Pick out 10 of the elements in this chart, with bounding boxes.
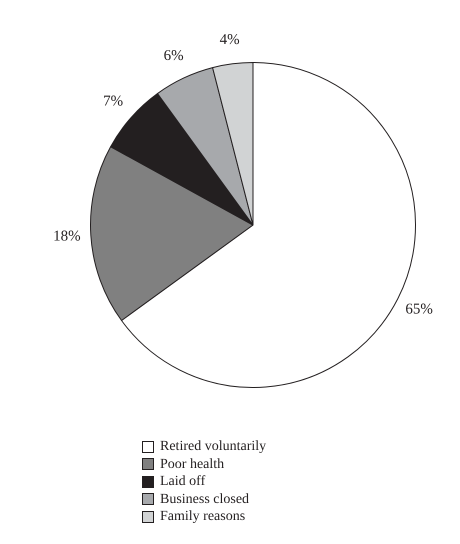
- data-label: 6%: [164, 48, 184, 64]
- legend-label: Business closed: [160, 490, 250, 508]
- data-label: 65%: [405, 302, 433, 318]
- legend-label: Family reasons: [160, 508, 246, 526]
- data-label: 4%: [220, 32, 240, 48]
- legend-label: Retired voluntarily: [160, 438, 266, 456]
- legend-label: Poor health: [160, 456, 224, 473]
- legend-label: Laid off: [160, 473, 206, 490]
- data-label: 18%: [53, 228, 81, 245]
- data-label: 7%: [103, 94, 124, 110]
